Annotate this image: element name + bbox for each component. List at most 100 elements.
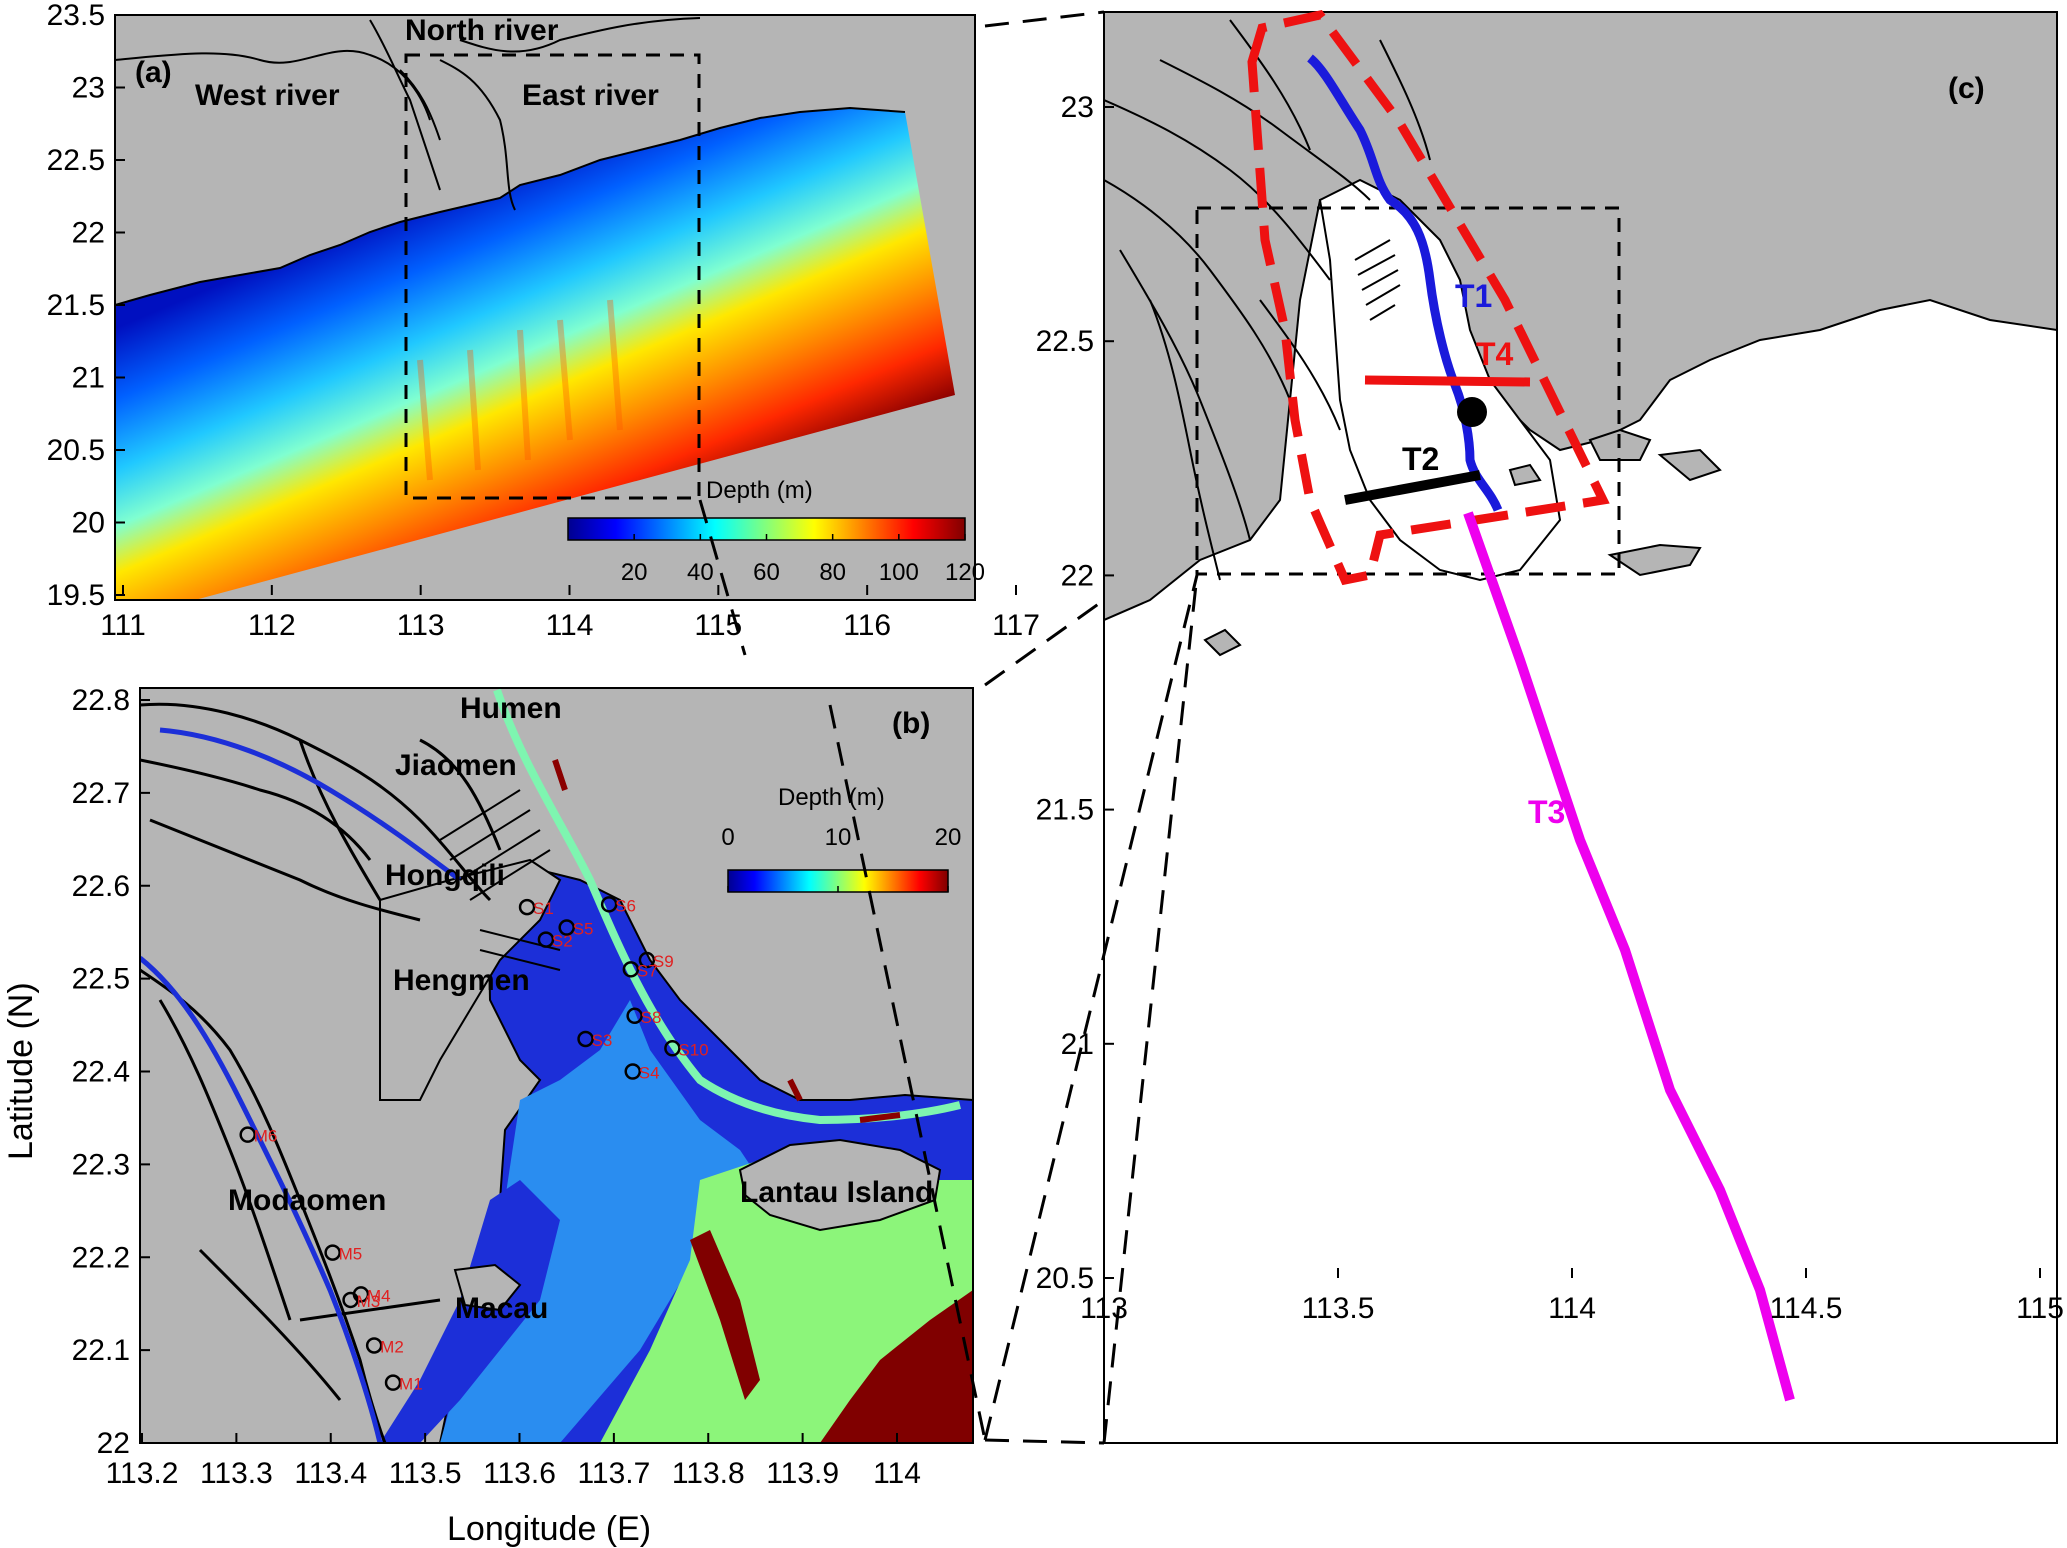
panel-a-ytick-label: 23.5: [47, 0, 105, 32]
panel-a-xtick-label: 113: [397, 609, 445, 642]
panel-a-regional-map: Depth (m) 20 40 60 80 100 120 (a) West river …: [47, 0, 1040, 642]
panel-a-xtick-label: 111: [100, 609, 146, 642]
panel-b-channel-deep: [552, 759, 901, 1123]
panel-c-axis-ticks: 113 113.5 114 114.5 115 23 22.5 22 21.5 21 20.5: [1036, 91, 2064, 1325]
panel-b-colorbar-title: Depth (m): [778, 784, 885, 811]
panel-b-ytick-label: 22.3: [72, 1148, 130, 1181]
hengmen-label: Hengmen: [393, 964, 530, 997]
panel-b-label: (b): [892, 707, 930, 740]
panel-c-ytick-label: 21.5: [1036, 794, 1094, 827]
panel-a-ytick-label: 22.5: [47, 144, 105, 177]
station-marker: [577, 1030, 594, 1048]
panel-c-ytick-label: 22.5: [1036, 325, 1094, 358]
panel-c-xtick-label: 114.5: [1770, 1292, 1843, 1325]
station-label: S6: [615, 896, 636, 915]
west-river-label: West river: [195, 79, 340, 112]
panel-b-deep-ridge: [690, 1230, 760, 1400]
panel-b-ytick-label: 22.1: [72, 1334, 130, 1367]
panel-a-colorbar-ticks: 20 40 60 80 100 120: [621, 534, 985, 586]
panel-b-ytick-label: 22.8: [72, 684, 130, 717]
panel-b-xtick-label: 113.4: [294, 1457, 367, 1490]
panel-b-ytick-label: 22.5: [72, 963, 130, 996]
panel-a-ytick-label: 19.5: [47, 579, 105, 612]
panel-a-rivers: [115, 17, 701, 211]
panel-a-xtick-label: 117: [992, 609, 1040, 642]
panel-b-cb-tick-label: 0: [721, 824, 734, 851]
station-label: M3: [357, 1292, 381, 1311]
panel-c-xtick-label: 113.5: [1302, 1292, 1375, 1325]
station-marker: [624, 1063, 641, 1080]
panel-a-ytick-label: 20: [72, 507, 105, 540]
station-label: M2: [380, 1337, 404, 1356]
panel-a-frame: [114, 14, 976, 601]
station-marker: [664, 1040, 681, 1057]
panel-b-west-shoal: [380, 1180, 560, 1443]
panel-a-axis-ticks: 111 112 113 114 115 116 11723.52322.52221.5212…: [47, 0, 1040, 642]
panel-b-cb-tick-label: 10: [825, 824, 852, 851]
station-label: M5: [339, 1245, 363, 1264]
north-river-label: North river: [405, 14, 559, 47]
panel-b-xtick-label: 113.2: [106, 1457, 179, 1490]
panel-a-cb-tick-label: 60: [753, 559, 780, 586]
panel-b-xtick-label: 114: [873, 1457, 921, 1490]
panel-a-colorbar-title: Depth (m): [706, 477, 813, 504]
y-axis-title: Latitude (N): [2, 982, 40, 1160]
panel-a-cb-tick-label: 120: [945, 559, 985, 586]
panel-c-xtick-label: 115: [2016, 1292, 2064, 1325]
panel-b-ytick-label: 22.7: [72, 777, 130, 810]
east-river-label: East river: [522, 79, 659, 112]
panel-a-ytick-label: 21.5: [47, 289, 105, 322]
panel-c-river-network: [1104, 19, 1431, 581]
transect-t4-line: [1364, 375, 1531, 387]
panel-c-frame: [1103, 11, 2058, 1444]
panel-a-depth-field: [115, 108, 955, 600]
panel-c-ytick-label: 21: [1061, 1028, 1094, 1061]
panel-a-ytick-label: 22: [72, 217, 105, 250]
panel-a-xtick-label: 116: [843, 609, 891, 642]
panel-a-cb-tick-label: 40: [687, 559, 714, 586]
panel-b-water-mid: [440, 1000, 760, 1443]
panel-c-xtick-label: 113: [1080, 1292, 1128, 1325]
station-marker: [365, 1337, 383, 1354]
panel-a-coastline: [115, 106, 906, 306]
panel-a-zoom-box: [404, 53, 701, 500]
panel-a-ytick-label: 21: [72, 362, 105, 395]
humen-label: Humen: [460, 692, 562, 725]
panel-b-frame: [139, 687, 974, 1444]
station-marker: [558, 919, 575, 936]
panel-a-cb-tick-label: 80: [819, 559, 846, 586]
station-label: S10: [678, 1040, 708, 1059]
hongqili-label: Hongqili: [385, 859, 505, 892]
panel-b-cb-tick-label: 20: [935, 824, 962, 851]
station-label: S9: [653, 952, 674, 971]
station-marker: [537, 931, 555, 948]
panel-c-xtick-label: 114: [1548, 1292, 1596, 1325]
station-label: S7: [637, 961, 658, 980]
transect-t3-line: [1463, 511, 1795, 1402]
station-marker: [324, 1244, 341, 1261]
station-label: M1: [399, 1375, 423, 1394]
station-marker: [600, 896, 618, 913]
panel-b-ytick-label: 22.2: [72, 1241, 130, 1274]
panel-b-colorbar-ticks: 0 10 20: [721, 824, 961, 892]
panel-b-river-water: [140, 727, 462, 1443]
panel-a-ytick-label: 20.5: [47, 434, 105, 467]
panel-b-estuary-map: Depth (m) 0 10 20 (b) Humen Jiaomen Hongqi…: [72, 684, 974, 1490]
transect-t2-label: T2: [1402, 441, 1439, 477]
panel-b-xtick-label: 113.7: [577, 1457, 650, 1490]
panel-b-reclaimed-land: [379, 858, 562, 1101]
station-label: S8: [641, 1008, 662, 1027]
station-marker: [622, 961, 640, 978]
panel-c-label: (c): [1948, 72, 1985, 105]
panel-b-xtick-label: 113.5: [389, 1457, 462, 1490]
transect-intersection-marker: [1457, 397, 1487, 427]
station-marker: [342, 1291, 359, 1309]
lantau-island-label: Lantau Island: [740, 1176, 933, 1209]
panel-c-zoom-box: [1195, 206, 1621, 576]
model-domain-boundary: [1247, 9, 1610, 586]
panel-a-xtick-label: 112: [248, 609, 296, 642]
station-label: M4: [367, 1286, 391, 1305]
panel-c-ytick-label: 20.5: [1036, 1262, 1094, 1295]
